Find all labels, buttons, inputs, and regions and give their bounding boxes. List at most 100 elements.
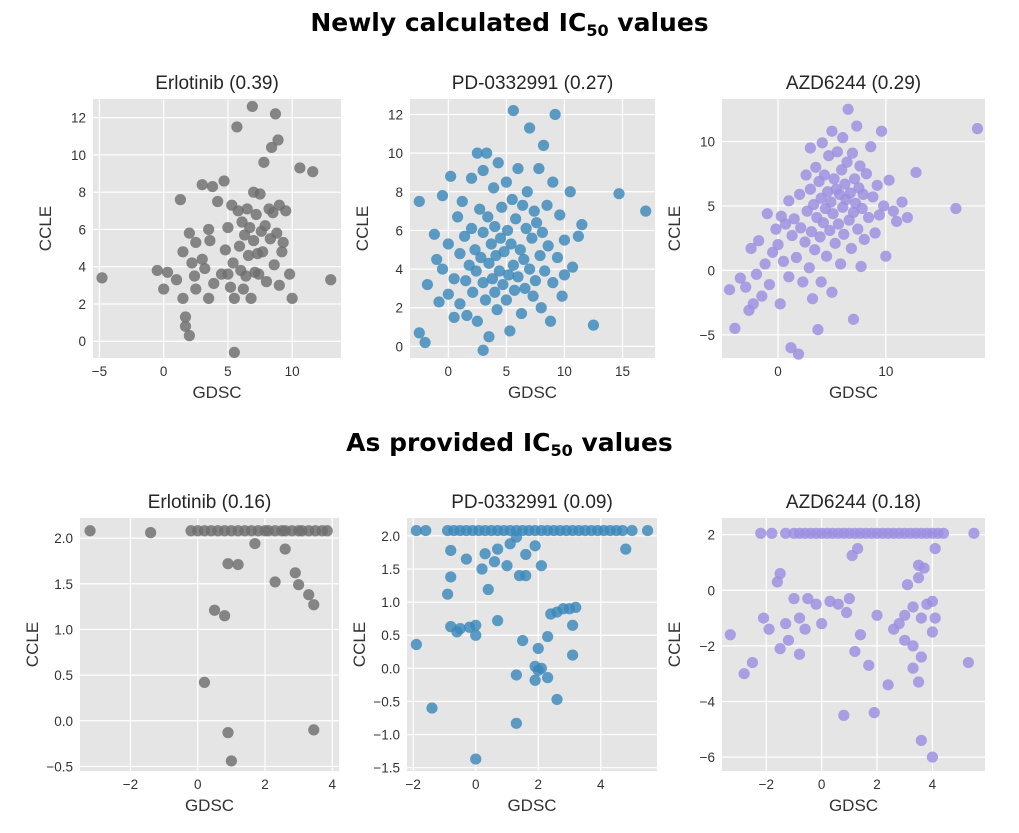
data-point bbox=[498, 246, 510, 258]
data-point bbox=[926, 626, 939, 638]
data-point bbox=[910, 166, 922, 179]
x-tick-label: 4 bbox=[329, 777, 337, 792]
data-point bbox=[891, 215, 903, 228]
data-point bbox=[620, 543, 632, 555]
data-point bbox=[479, 548, 491, 560]
data-point bbox=[847, 313, 860, 325]
data-point bbox=[878, 200, 890, 212]
data-point bbox=[461, 309, 473, 322]
data-point bbox=[504, 325, 516, 337]
data-point bbox=[428, 228, 440, 240]
data-point bbox=[190, 236, 202, 249]
y-tick-label: 2.0 bbox=[381, 529, 400, 544]
x-tick-label: 4 bbox=[929, 777, 937, 792]
data-point bbox=[536, 226, 548, 238]
data-point bbox=[837, 132, 849, 144]
data-point bbox=[465, 222, 478, 235]
x-tick-label: 2 bbox=[534, 777, 542, 792]
data-point bbox=[246, 100, 258, 113]
data-point bbox=[426, 702, 438, 714]
data-point bbox=[421, 278, 434, 291]
data-point bbox=[492, 157, 504, 169]
data-point bbox=[231, 121, 243, 133]
data-point bbox=[233, 240, 246, 252]
data-point bbox=[794, 188, 806, 200]
y-tick-label: 0 bbox=[707, 263, 715, 278]
data-point bbox=[517, 199, 529, 211]
data-point bbox=[222, 727, 234, 739]
data-point bbox=[825, 196, 837, 208]
data-point bbox=[419, 336, 431, 349]
data-point bbox=[433, 296, 445, 308]
data-point bbox=[512, 271, 524, 283]
data-point bbox=[915, 734, 927, 747]
data-point bbox=[785, 342, 797, 354]
data-point bbox=[723, 284, 736, 296]
data-point bbox=[507, 259, 519, 271]
data-point bbox=[228, 292, 240, 304]
data-point bbox=[253, 268, 265, 280]
data-point bbox=[506, 193, 518, 206]
data-point bbox=[486, 273, 499, 285]
x-tick-label: −2 bbox=[406, 777, 421, 792]
y-tick-label: 0.0 bbox=[54, 714, 73, 729]
plot-area bbox=[407, 518, 657, 771]
data-point bbox=[151, 264, 163, 277]
data-point bbox=[770, 223, 782, 235]
data-point bbox=[757, 612, 770, 624]
data-point bbox=[567, 649, 579, 661]
data-point bbox=[567, 619, 579, 631]
y-tick-label: 10 bbox=[71, 148, 86, 163]
data-point bbox=[771, 576, 783, 588]
data-point bbox=[477, 164, 489, 177]
data-point bbox=[199, 262, 211, 275]
y-tick-label: 1.5 bbox=[54, 577, 73, 592]
scatter-pd0332991-newly-calculated: 0 5 10 15 0 2 4 6 8 10 12 PD-0332991 (0.27) GDSC CCLE bbox=[353, 73, 655, 402]
data-point bbox=[795, 222, 807, 234]
data-point bbox=[570, 601, 582, 614]
data-point bbox=[467, 286, 479, 298]
data-point bbox=[413, 195, 425, 208]
chart-title: PD-0332991 (0.09) bbox=[451, 492, 613, 513]
y-tick-label: 0.5 bbox=[381, 628, 400, 643]
data-point bbox=[912, 572, 925, 584]
data-point bbox=[222, 558, 234, 570]
data-point bbox=[492, 615, 504, 627]
y-tick-label: 6 bbox=[395, 223, 403, 238]
data-point bbox=[840, 606, 853, 619]
data-point bbox=[797, 276, 809, 288]
data-point bbox=[829, 237, 841, 249]
x-axis-label: GDSC bbox=[508, 383, 557, 402]
data-point bbox=[454, 298, 466, 310]
data-point bbox=[273, 279, 285, 291]
data-point bbox=[901, 211, 913, 224]
data-point bbox=[542, 630, 554, 643]
data-point bbox=[786, 229, 798, 242]
data-point bbox=[208, 277, 220, 290]
data-point bbox=[761, 208, 773, 220]
data-point bbox=[284, 268, 296, 280]
data-point bbox=[96, 272, 108, 284]
y-tick-label: 6 bbox=[78, 222, 86, 237]
data-point bbox=[626, 524, 638, 537]
data-point bbox=[855, 260, 867, 273]
data-point bbox=[510, 717, 522, 729]
data-point bbox=[814, 231, 826, 243]
data-point bbox=[491, 304, 503, 316]
data-point bbox=[496, 201, 508, 213]
data-point bbox=[971, 123, 984, 135]
data-point bbox=[868, 707, 880, 719]
data-point bbox=[224, 281, 237, 293]
data-point bbox=[413, 327, 425, 339]
data-point bbox=[926, 595, 939, 608]
scatter-erlotinib-as-provided: −2 0 2 4 −0.5 0.0 0.5 1.0 1.5 2.0 Erlotinib (0.16)… bbox=[23, 492, 339, 815]
data-point bbox=[896, 196, 908, 208]
data-point bbox=[248, 235, 260, 247]
data-point bbox=[442, 588, 454, 600]
data-point bbox=[551, 693, 563, 706]
data-point bbox=[863, 659, 875, 671]
data-point bbox=[237, 283, 249, 295]
data-point bbox=[613, 188, 625, 200]
y-tick-label: −2 bbox=[700, 639, 715, 654]
data-point bbox=[541, 199, 553, 211]
